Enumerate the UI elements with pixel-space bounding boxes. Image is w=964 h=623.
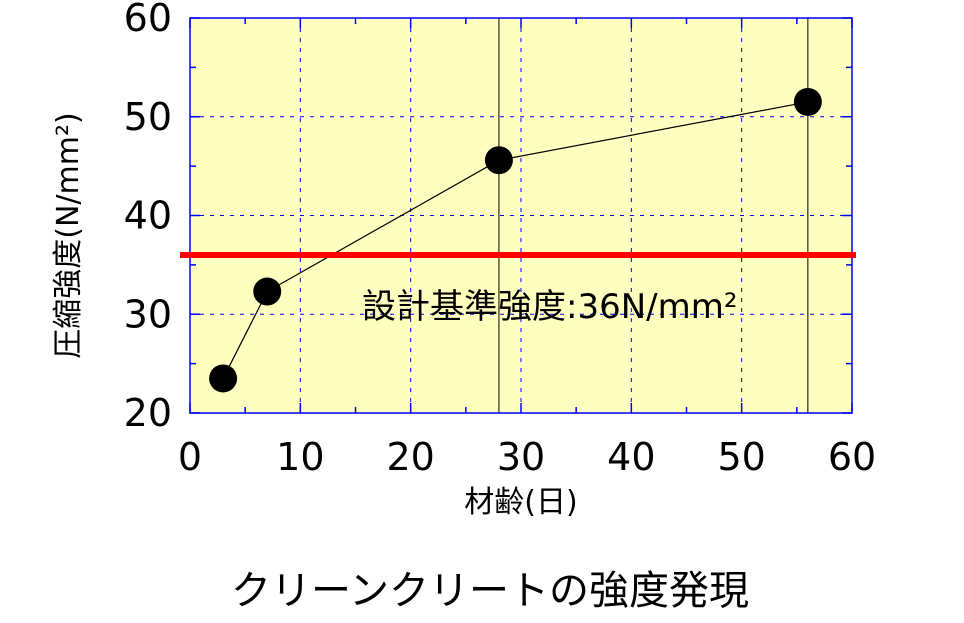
x-tick-label: 40 — [607, 435, 655, 479]
axis-ticks — [189, 17, 853, 414]
y-tick-label: 20 — [124, 391, 172, 435]
data-point — [253, 277, 282, 306]
x-tick-labels: 0 10 20 30 40 50 60 — [178, 435, 876, 479]
y-tick-label: 40 — [124, 194, 172, 238]
chart-caption: クリーンクリートの強度発現 — [231, 568, 749, 614]
data-series — [209, 87, 822, 393]
x-tick-label: 50 — [717, 435, 765, 479]
y-tick-label: 50 — [124, 95, 172, 139]
data-point — [209, 364, 238, 393]
reference-line-label: 設計基準強度:36N/mm² — [362, 287, 737, 327]
y-tick-label: 30 — [124, 292, 172, 336]
x-tick-label: 0 — [178, 435, 202, 479]
data-point — [793, 87, 822, 116]
series-line — [222, 101, 808, 379]
y-tick-labels: 20 30 40 50 60 — [124, 0, 172, 435]
x-tick-label: 10 — [276, 435, 324, 479]
x-tick-label: 30 — [497, 435, 545, 479]
y-tick-label: 60 — [124, 0, 172, 40]
x-tick-label: 60 — [828, 435, 876, 479]
emphasized-lines — [498, 18, 809, 413]
y-axis-label: 圧縮強度(N/mm²) — [51, 112, 86, 358]
x-tick-label: 20 — [386, 435, 434, 479]
grid — [190, 18, 852, 413]
data-point — [484, 146, 513, 175]
x-axis-label: 材齢(日) — [464, 485, 577, 520]
